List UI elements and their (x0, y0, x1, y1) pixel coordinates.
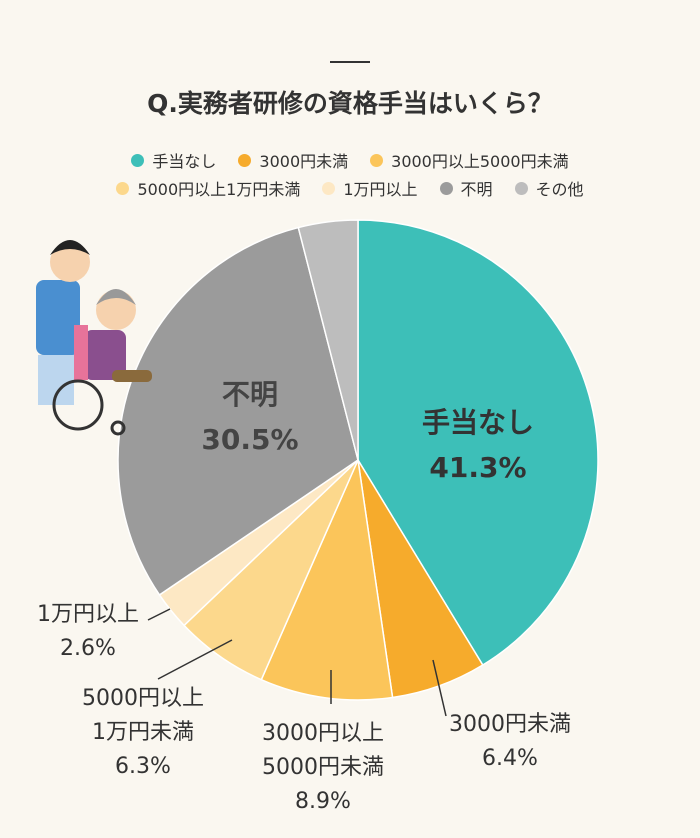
pie-slice (357, 219, 599, 667)
data-label: 3000円未満 6.4% (449, 708, 571, 776)
data-label-value: 2.6% (60, 636, 116, 661)
pie (117, 219, 599, 701)
data-label-name: 手当なし (421, 406, 535, 440)
legend-label: 不明 (460, 180, 493, 199)
data-label-name: 1万円以上 (37, 601, 139, 627)
legend-label: 1万円以上 (343, 180, 418, 199)
legend-label: 5000円以上1万円未満 (137, 180, 301, 199)
data-label: 手当なし 41.3% (422, 401, 534, 491)
legend-item: 3000円以上5000円未満 (370, 148, 569, 172)
data-label: 1万円以上 2.6% (37, 598, 139, 666)
legend-marker (131, 153, 145, 167)
legend-marker (322, 181, 336, 195)
legend-label: その他 (535, 180, 584, 199)
data-label-value: 6.3% (115, 754, 171, 780)
leader-line (432, 659, 447, 717)
data-label-name: 3000円未満 (449, 711, 571, 737)
data-label: 不明 30.5% (201, 373, 298, 463)
data-label-value: 8.9% (295, 789, 351, 815)
data-label-name: 不明 (221, 378, 279, 412)
legend-marker (116, 181, 130, 195)
data-label-value: 41.3% (429, 451, 527, 484)
legend-label: 手当なし (152, 152, 217, 171)
legend-marker (370, 153, 384, 167)
legend-item: 手当なし (131, 148, 216, 172)
legend-marker (238, 153, 252, 167)
leader-line (147, 608, 171, 621)
legend-label: 3000円未満 (259, 152, 349, 171)
legend-marker (439, 181, 453, 195)
leader-lines (147, 608, 447, 717)
data-label-value: 30.5% (201, 423, 299, 456)
chart-title: Q.実務者研修の資格手当はいくら？ (147, 89, 553, 118)
data-label: 3000円以上 5000円未満 8.9% (262, 717, 384, 819)
illustration (36, 240, 152, 436)
legend: 手当なし 3000円未満 3000円以上5000円未満 (0, 148, 700, 172)
data-label-value: 6.4% (482, 746, 538, 771)
legend-item: 1万円以上 (322, 176, 418, 200)
data-label: 5000円以上 1万円未満 6.3% (82, 682, 204, 784)
pie-slice (260, 457, 394, 701)
legend-item: 5000円以上1万円未満 (116, 176, 300, 200)
legend-label: 3000円以上5000円未満 (391, 152, 569, 171)
legend: 5000円以上1万円未満 1万円以上 不明 その他 (0, 176, 700, 200)
legend-item: その他 (514, 176, 584, 200)
pie-slice (297, 219, 359, 461)
data-label-name: 5000円以上 1万円未満 (82, 685, 204, 745)
legend-marker (514, 181, 528, 195)
leader-line (157, 639, 233, 680)
legend-item: 3000円未満 (238, 148, 348, 172)
legend-item: 不明 (439, 176, 493, 200)
data-label-name: 3000円以上 5000円未満 (262, 720, 384, 780)
